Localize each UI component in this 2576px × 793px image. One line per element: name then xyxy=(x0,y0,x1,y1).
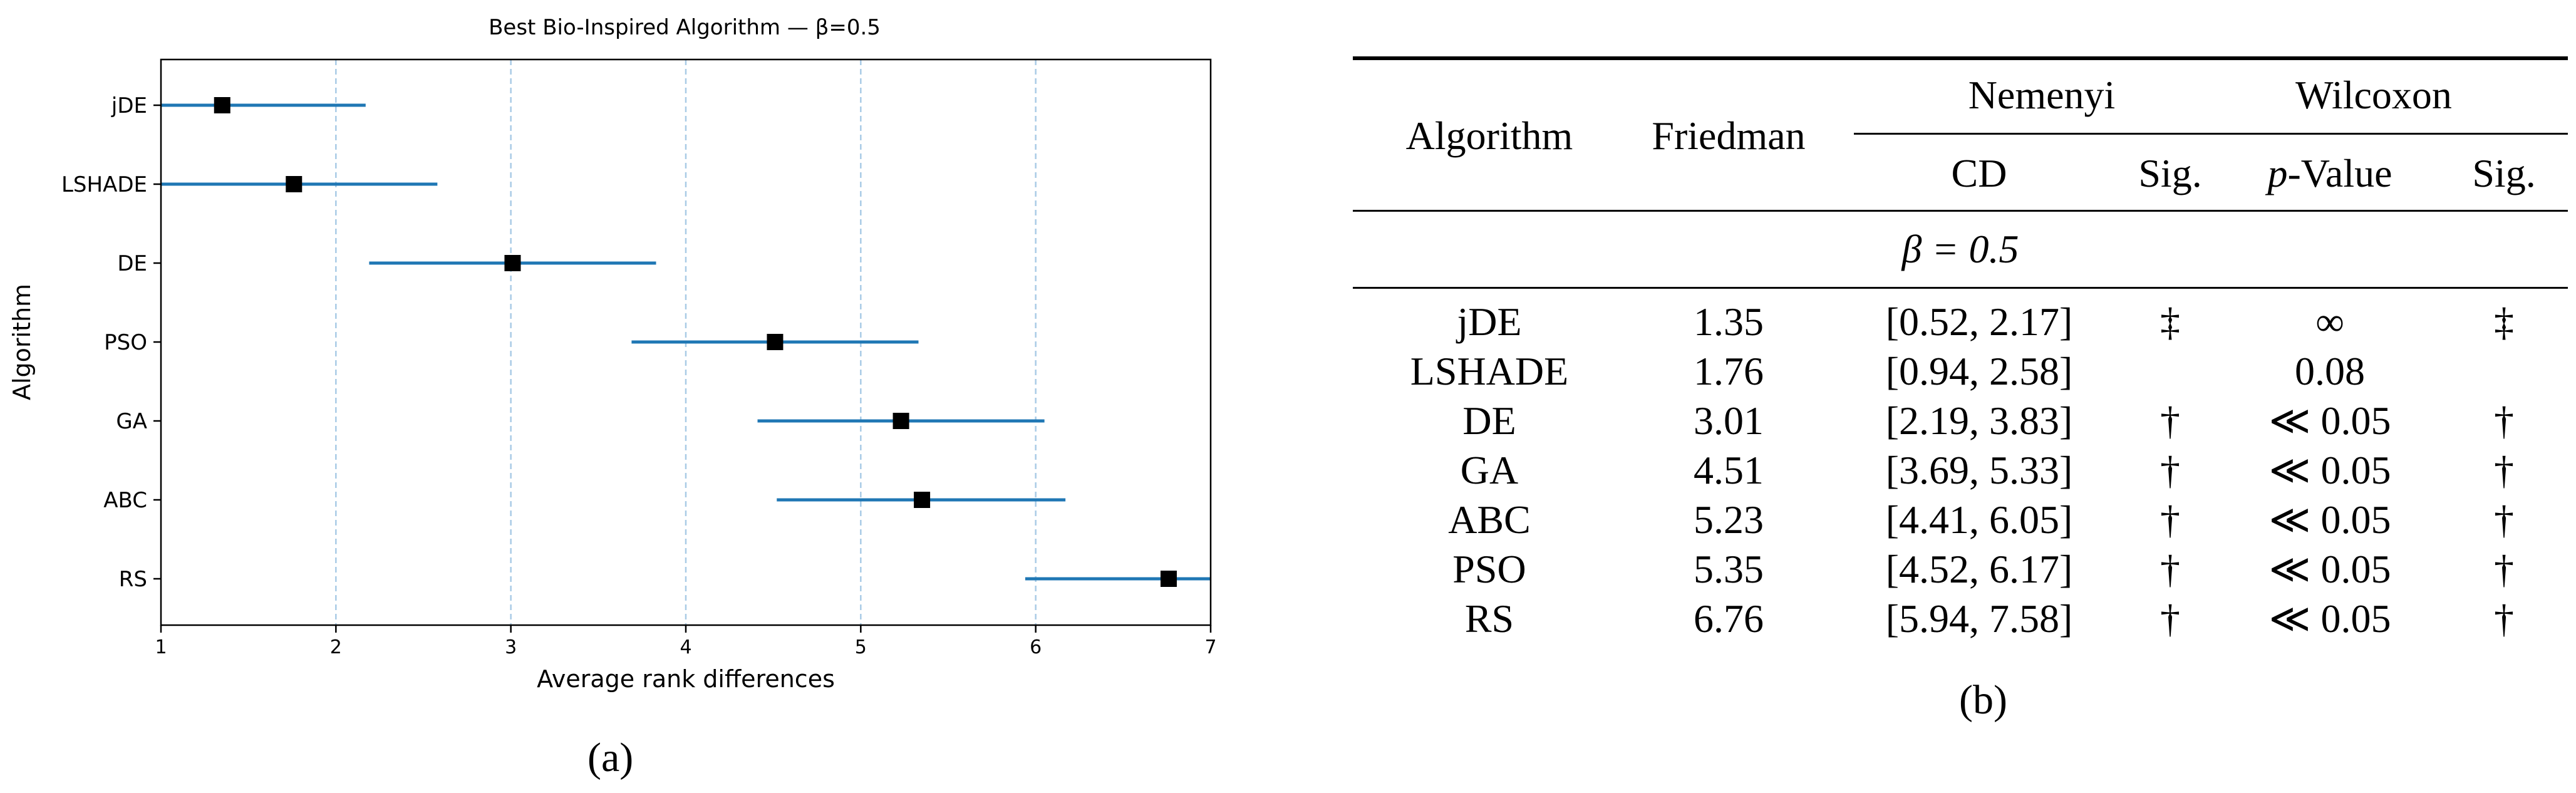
group-rule xyxy=(1854,133,2568,135)
cell-friedman: 5.23 xyxy=(1694,497,1764,542)
cell-algorithm: RS xyxy=(1464,596,1514,641)
cell-pvalue: 0.08 xyxy=(2295,349,2365,393)
rank-marker xyxy=(1160,571,1177,587)
header-friedman: Friedman xyxy=(1652,113,1806,158)
cell-friedman: 4.51 xyxy=(1694,448,1764,492)
y-tick-label: RS xyxy=(119,567,147,592)
cell-algorithm: PSO xyxy=(1452,547,1526,591)
cell-cd: [4.41, 6.05] xyxy=(1885,497,2073,542)
chart-title: Best Bio-Inspired Algorithm — β=0.5 xyxy=(489,15,881,40)
header-pvalue-p: p xyxy=(2267,151,2288,195)
x-tick-label: 2 xyxy=(330,636,342,658)
cell-friedman: 5.35 xyxy=(1694,547,1764,591)
cell-sig2: † xyxy=(2494,448,2514,492)
cell-cd: [0.94, 2.58] xyxy=(1885,349,2073,393)
header-pvalue: p-Value xyxy=(2267,153,2392,194)
cell-sig1: † xyxy=(2160,596,2180,641)
header-wilcoxon: Wilcoxon xyxy=(2295,73,2452,117)
y-axis-ticks: jDE LSHADE DE PSO GA ABC RS xyxy=(61,93,161,592)
table-top-rule xyxy=(1353,56,2568,60)
header-algorithm: Algorithm xyxy=(1405,113,1573,158)
rank-chart: Best Bio-Inspired Algorithm — β=0.5 1 2 3 4… xyxy=(8,15,1217,693)
header-nemenyi: Nemenyi xyxy=(1968,73,2116,117)
cell-pvalue: ≪ 0.05 xyxy=(2268,398,2391,443)
x-tick-label: 7 xyxy=(1204,636,1216,658)
rank-marker xyxy=(504,255,521,271)
cell-sig2: † xyxy=(2494,547,2514,591)
x-tick-label: 5 xyxy=(855,636,867,658)
cell-pvalue: ≪ 0.05 xyxy=(2268,448,2391,492)
y-tick-label: jDE xyxy=(111,93,147,118)
y-tick-label: DE xyxy=(117,251,147,276)
cell-sig2: † xyxy=(2494,497,2514,542)
cell-algorithm: GA xyxy=(1460,448,1519,492)
cell-sig1: ‡ xyxy=(2160,299,2180,344)
cell-cd: [3.69, 5.33] xyxy=(1885,448,2073,492)
cell-friedman: 6.76 xyxy=(1694,596,1764,641)
results-table: Algorithm Friedman Nemenyi Wilcoxon CD S… xyxy=(1353,56,2568,645)
y-tick-label: GA xyxy=(116,409,147,434)
rank-marker xyxy=(914,492,931,508)
header-bottom-rule xyxy=(1353,210,2568,212)
cell-pvalue: ≪ 0.05 xyxy=(2268,497,2391,542)
x-tick-label: 1 xyxy=(155,636,167,658)
error-bars xyxy=(161,103,1211,581)
cell-cd: [5.94, 7.58] xyxy=(1885,596,2073,641)
cell-pvalue: ≪ 0.05 xyxy=(2268,547,2391,591)
cell-sig1: † xyxy=(2160,547,2180,591)
header-sig-wilcoxon: Sig. xyxy=(2472,151,2536,195)
rank-marker xyxy=(214,97,230,113)
cell-friedman: 3.01 xyxy=(1694,398,1764,443)
panel-a-label: (a) xyxy=(587,735,634,780)
cell-friedman: 1.76 xyxy=(1694,349,1764,393)
x-axis-label: Average rank differences xyxy=(537,665,835,693)
y-tick-label: LSHADE xyxy=(61,172,147,197)
cell-algorithm: LSHADE xyxy=(1410,349,1569,393)
cell-sig1: † xyxy=(2160,448,2180,492)
cell-sig2: ‡ xyxy=(2494,299,2514,344)
header-pvalue-rest: -Value xyxy=(2287,151,2392,195)
rank-marker xyxy=(286,176,303,192)
rank-marker xyxy=(767,334,784,350)
y-tick-label: ABC xyxy=(103,488,147,513)
y-tick-label: PSO xyxy=(104,330,147,355)
cell-pvalue: ∞ xyxy=(2315,299,2344,344)
cell-cd: [0.52, 2.17] xyxy=(1885,299,2073,344)
cell-pvalue: ≪ 0.05 xyxy=(2268,596,2391,641)
cell-algorithm: DE xyxy=(1462,398,1516,443)
x-axis-ticks: 1 2 3 4 5 6 7 xyxy=(155,625,1217,658)
cell-friedman: 1.35 xyxy=(1694,299,1764,344)
section-beta: β = 0.5 xyxy=(1901,227,2019,271)
rank-marker xyxy=(892,413,909,429)
section-rule xyxy=(1353,287,2568,289)
x-tick-label: 4 xyxy=(680,636,691,658)
x-tick-label: 6 xyxy=(1030,636,1042,658)
cell-sig1: † xyxy=(2160,497,2180,542)
cell-cd: [2.19, 3.83] xyxy=(1885,398,2073,443)
header-sig-nemenyi: Sig. xyxy=(2138,151,2202,195)
x-tick-label: 3 xyxy=(505,636,517,658)
cell-sig2: † xyxy=(2494,596,2514,641)
rank-markers xyxy=(214,97,1177,587)
y-axis-label: Algorithm xyxy=(8,284,36,400)
cell-algorithm: ABC xyxy=(1448,497,1531,542)
cell-cd: [4.52, 6.17] xyxy=(1885,547,2073,591)
cell-sig1: † xyxy=(2160,398,2180,443)
header-cd: CD xyxy=(1951,151,2007,195)
cell-algorithm: jDE xyxy=(1457,299,1522,344)
cell-sig2: † xyxy=(2494,398,2514,443)
panel-b-label: (b) xyxy=(1959,677,2007,723)
